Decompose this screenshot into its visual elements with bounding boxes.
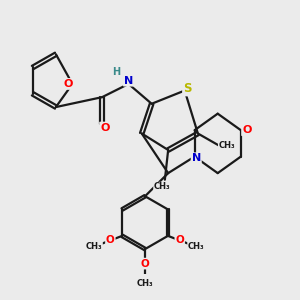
Text: CH₃: CH₃	[219, 140, 235, 149]
Text: O: O	[64, 79, 73, 89]
Text: CH₃: CH₃	[188, 242, 205, 251]
Text: CH₃: CH₃	[85, 242, 102, 251]
Text: CH₃: CH₃	[137, 279, 153, 288]
Text: S: S	[183, 82, 192, 95]
Text: N: N	[124, 76, 133, 85]
Text: O: O	[176, 236, 184, 245]
Text: O: O	[242, 125, 251, 135]
Text: N: N	[192, 153, 201, 163]
Text: O: O	[141, 259, 149, 269]
Text: O: O	[100, 122, 110, 133]
Text: CH₃: CH₃	[154, 182, 170, 191]
Text: H: H	[112, 68, 120, 77]
Text: O: O	[106, 236, 115, 245]
